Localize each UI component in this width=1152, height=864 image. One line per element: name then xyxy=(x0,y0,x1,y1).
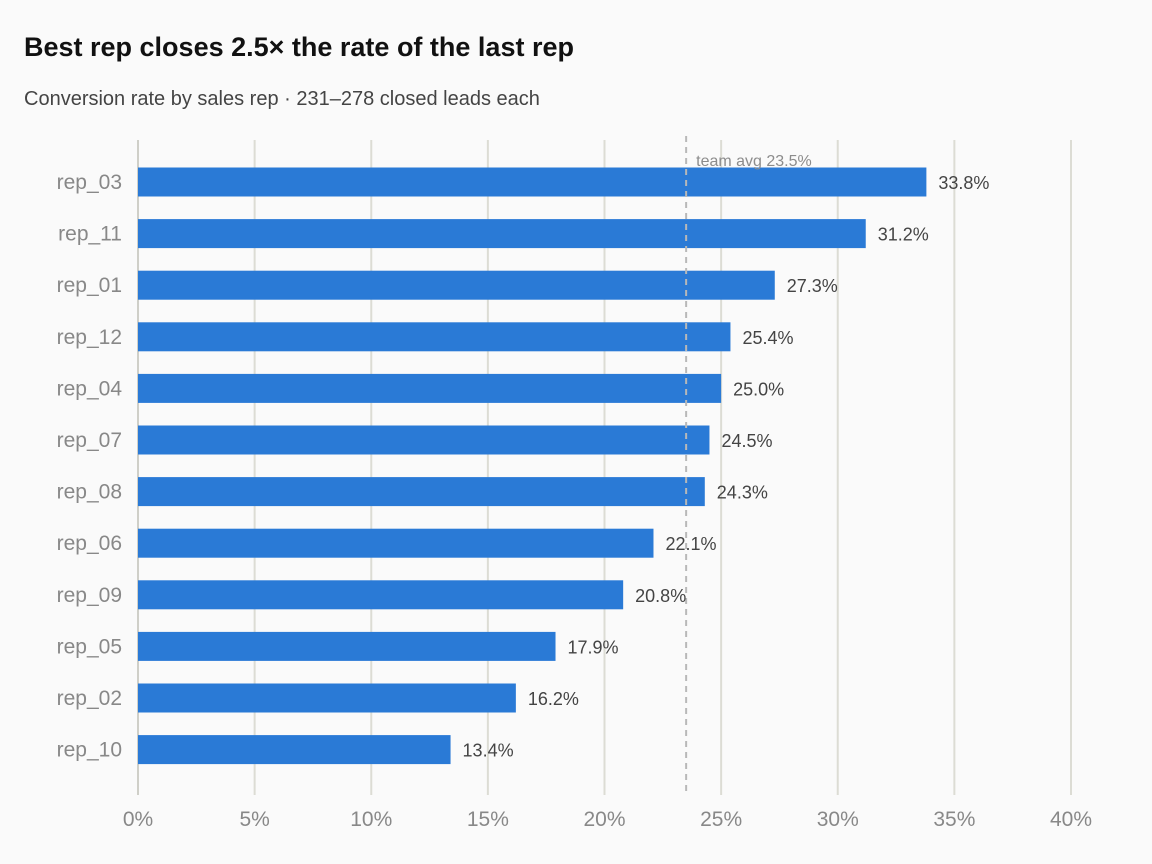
bar-rep_09 xyxy=(138,580,624,610)
category-label: rep_12 xyxy=(57,326,122,349)
bar-rep_05 xyxy=(138,631,556,661)
bar-rep_02 xyxy=(138,683,516,713)
category-label: rep_06 xyxy=(57,532,122,555)
category-label: rep_03 xyxy=(57,171,122,194)
data-label: 24.5% xyxy=(721,431,772,451)
data-label: 17.9% xyxy=(568,637,619,657)
category-label: rep_01 xyxy=(57,274,122,297)
bar-rep_11 xyxy=(138,219,866,249)
category-label: rep_08 xyxy=(57,481,122,504)
bar-rep_12 xyxy=(138,322,731,352)
x-tick-label: 35% xyxy=(933,808,975,831)
bar-rep_04 xyxy=(138,373,722,403)
data-label: 25.0% xyxy=(733,379,784,399)
bar-rep_01 xyxy=(138,270,775,300)
data-label: 27.3% xyxy=(787,276,838,296)
bar-rep_10 xyxy=(138,735,451,765)
category-label: rep_05 xyxy=(57,635,122,658)
category-label: rep_10 xyxy=(57,739,122,762)
x-tick-label: 15% xyxy=(467,808,509,831)
data-label: 31.2% xyxy=(878,225,929,245)
data-label: 16.2% xyxy=(528,689,579,709)
data-label: 13.4% xyxy=(463,741,514,761)
x-tick-label: 0% xyxy=(123,808,153,831)
reference-line-label: team avg 23.5% xyxy=(696,153,812,170)
category-label: rep_02 xyxy=(57,687,122,710)
chart-title: Best rep closes 2.5× the rate of the las… xyxy=(24,32,574,62)
category-label: rep_11 xyxy=(58,223,122,246)
data-label: 22.1% xyxy=(665,534,716,554)
category-label: rep_09 xyxy=(57,584,122,607)
x-tick-label: 25% xyxy=(700,808,742,831)
x-tick-label: 10% xyxy=(350,808,392,831)
labels: 0% 5% 10% 15% 20% 25% 30% 35% 40% rep_03 33.8% rep_… xyxy=(57,171,1092,831)
data-label: 20.8% xyxy=(635,586,686,606)
reference-line-group: team avg 23.5% xyxy=(685,136,812,795)
chart-subtitle: Conversion rate by sales rep · 231–278 c… xyxy=(24,88,540,110)
bar-rep_06 xyxy=(138,528,654,558)
bars xyxy=(138,167,927,765)
x-tick-label: 40% xyxy=(1050,808,1092,831)
x-tick-label: 30% xyxy=(817,808,859,831)
x-tick-label: 5% xyxy=(239,808,269,831)
category-label: rep_07 xyxy=(57,429,122,452)
bar-rep_07 xyxy=(138,425,710,455)
bar-rep_08 xyxy=(138,477,705,507)
data-label: 25.4% xyxy=(742,328,793,348)
x-tick-label: 20% xyxy=(583,808,625,831)
bar-rep_03 xyxy=(138,167,927,197)
category-label: rep_04 xyxy=(57,377,123,400)
data-label: 24.3% xyxy=(717,483,768,503)
data-label: 33.8% xyxy=(938,173,989,193)
